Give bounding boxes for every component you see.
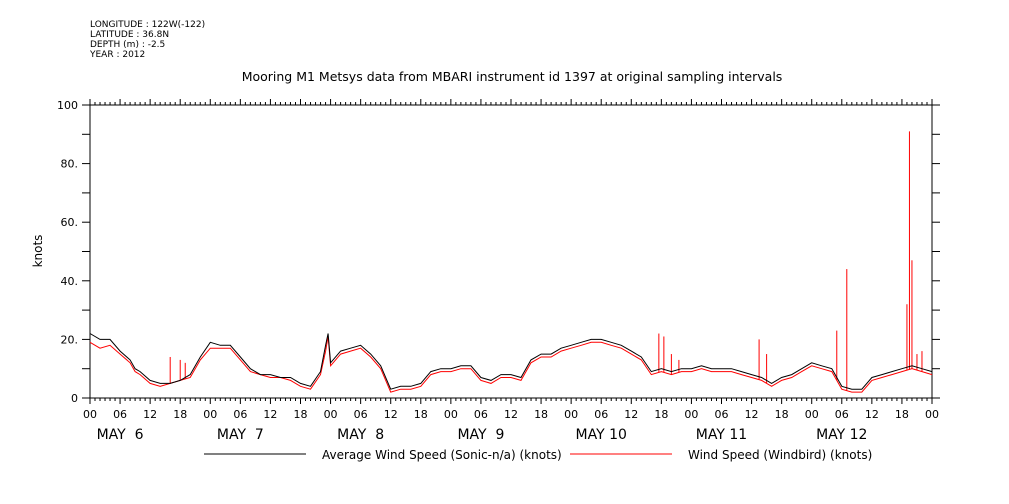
x-tick-label: 06 <box>233 408 247 421</box>
x-tick-label: 00 <box>444 408 458 421</box>
x-tick-label: 12 <box>865 408 879 421</box>
series-layer <box>89 131 933 393</box>
x-tick-label: 00 <box>805 408 819 421</box>
year-text: YEAR : 2012 <box>90 50 146 60</box>
x-tick-label: 12 <box>624 408 638 421</box>
day-label: MAY 9 <box>457 427 504 443</box>
x-tick-label: 00 <box>324 408 338 421</box>
depth-text: DEPTH (m) : -2.5 <box>90 40 166 50</box>
y-axis-label: knots <box>31 235 45 268</box>
x-tick-label: 12 <box>143 408 157 421</box>
x-tick-label: 12 <box>263 408 277 421</box>
longitude-text: LONGITUDE : 122W(-122) <box>90 20 206 30</box>
x-tick-label: 18 <box>294 408 308 421</box>
x-tick-label: 00 <box>564 408 578 421</box>
x-tick-label: 00 <box>684 408 698 421</box>
series-line <box>89 333 933 390</box>
x-tick-label: 06 <box>594 408 608 421</box>
y-tick-label: 60. <box>61 216 79 229</box>
axis-ticks <box>82 99 940 404</box>
plot-frame <box>89 104 933 399</box>
y-tick-label: 20. <box>61 333 79 346</box>
x-tick-label: 12 <box>745 408 759 421</box>
x-tick-label: 18 <box>414 408 428 421</box>
x-tick-label: 18 <box>534 408 548 421</box>
x-tick-label: 00 <box>925 408 939 421</box>
x-tick-label: 18 <box>775 408 789 421</box>
legend-label: Average Wind Speed (Sonic-n/a) (knots) <box>322 448 562 462</box>
y-tick-label: 40. <box>61 275 79 288</box>
y-tick-label: 80. <box>61 158 79 171</box>
y-tick-label: 0 <box>71 392 78 405</box>
axis-labels: 0 20. 40. 60. 80. 100 00 06 12 18 00 06 12 18 00 06 12 18… <box>57 99 939 443</box>
legend-label: Wind Speed (Windbird) (knots) <box>688 448 872 462</box>
x-tick-label: 12 <box>384 408 398 421</box>
x-tick-label: 18 <box>895 408 909 421</box>
x-tick-label: 18 <box>654 408 668 421</box>
x-tick-label: 18 <box>173 408 187 421</box>
series-line <box>89 336 933 393</box>
x-tick-label: 06 <box>474 408 488 421</box>
day-label: MAY 12 <box>816 427 867 443</box>
day-label: MAY 8 <box>337 427 384 443</box>
metadata-block: LONGITUDE : 122W(-122) LATITUDE : 36.8N … <box>90 20 205 60</box>
day-label: MAY 7 <box>217 427 264 443</box>
y-tick-label: 100 <box>57 99 78 112</box>
day-label: MAY 11 <box>696 427 747 443</box>
x-tick-label: 06 <box>354 408 368 421</box>
legend: Average Wind Speed (Sonic-n/a) (knots) Wi… <box>204 448 872 462</box>
day-label: MAY 10 <box>576 427 627 443</box>
latitude-text: LATITUDE : 36.8N <box>90 30 170 40</box>
series-0 <box>89 333 933 390</box>
x-tick-label: 06 <box>715 408 729 421</box>
series-1 <box>89 131 933 393</box>
x-tick-label: 06 <box>835 408 849 421</box>
x-tick-label: 06 <box>113 408 127 421</box>
x-tick-label: 00 <box>203 408 217 421</box>
x-tick-label: 00 <box>83 408 97 421</box>
x-tick-label: 12 <box>504 408 518 421</box>
chart-title: Mooring M1 Metsys data from MBARI instru… <box>242 69 783 84</box>
day-label: MAY 6 <box>97 427 144 443</box>
